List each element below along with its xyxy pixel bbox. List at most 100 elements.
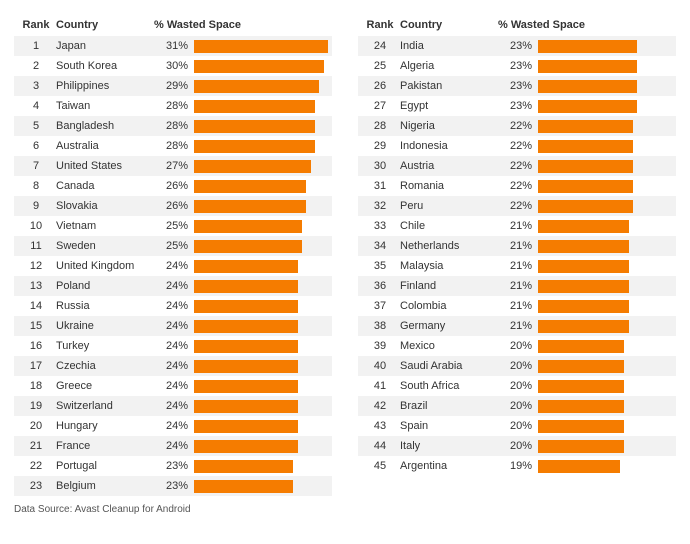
cell-bar	[194, 256, 328, 276]
bar	[538, 140, 633, 153]
table-row: 4Taiwan28%	[14, 96, 332, 116]
cell-rank: 1	[18, 40, 54, 52]
bar	[538, 320, 629, 333]
cell-rank: 37	[362, 300, 398, 312]
bar	[538, 160, 633, 173]
cell-country: Saudi Arabia	[398, 360, 498, 372]
tables-container: RankCountry% Wasted Space1Japan31%2South…	[14, 14, 676, 496]
cell-bar	[194, 56, 328, 76]
cell-country: Ukraine	[54, 320, 154, 332]
cell-rank: 17	[18, 360, 54, 372]
cell-pct: 21%	[498, 300, 538, 312]
cell-pct: 20%	[498, 380, 538, 392]
cell-bar	[194, 436, 328, 456]
cell-bar	[194, 296, 328, 316]
cell-rank: 19	[18, 400, 54, 412]
cell-pct: 21%	[498, 260, 538, 272]
cell-pct: 22%	[498, 180, 538, 192]
cell-rank: 23	[18, 480, 54, 492]
bar	[538, 440, 624, 453]
table-row: 44Italy20%	[358, 436, 676, 456]
table-row: 3Philippines29%	[14, 76, 332, 96]
table-row: 28Nigeria22%	[358, 116, 676, 136]
table-row: 39Mexico20%	[358, 336, 676, 356]
bar	[194, 160, 311, 173]
table-row: 45Argentina19%	[358, 456, 676, 476]
cell-bar	[538, 236, 672, 256]
cell-country: India	[398, 40, 498, 52]
table-row: 17Czechia24%	[14, 356, 332, 376]
cell-country: Russia	[54, 300, 154, 312]
bar	[538, 300, 629, 313]
cell-pct: 23%	[498, 40, 538, 52]
cell-bar	[194, 216, 328, 236]
cell-rank: 16	[18, 340, 54, 352]
cell-bar	[194, 176, 328, 196]
cell-bar	[194, 316, 328, 336]
cell-pct: 24%	[154, 340, 194, 352]
table-row: 21France24%	[14, 436, 332, 456]
cell-bar	[538, 176, 672, 196]
bar	[538, 260, 629, 273]
cell-bar	[538, 116, 672, 136]
cell-country: United States	[54, 160, 154, 172]
bar	[194, 320, 298, 333]
cell-country: Czechia	[54, 360, 154, 372]
bar	[194, 80, 319, 93]
cell-country: Argentina	[398, 460, 498, 472]
table-row: 35Malaysia21%	[358, 256, 676, 276]
cell-country: Peru	[398, 200, 498, 212]
cell-bar	[538, 356, 672, 376]
cell-bar	[538, 456, 672, 476]
cell-pct: 27%	[154, 160, 194, 172]
col-rank: Rank	[362, 19, 398, 31]
cell-pct: 28%	[154, 120, 194, 132]
cell-country: Brazil	[398, 400, 498, 412]
cell-bar	[194, 456, 328, 476]
cell-country: Poland	[54, 280, 154, 292]
cell-bar	[538, 336, 672, 356]
cell-pct: 30%	[154, 60, 194, 72]
table-row: 18Greece24%	[14, 376, 332, 396]
data-source: Data Source: Avast Cleanup for Android	[14, 504, 676, 515]
cell-pct: 26%	[154, 200, 194, 212]
bar	[538, 340, 624, 353]
table-row: 14Russia24%	[14, 296, 332, 316]
bar	[194, 180, 306, 193]
cell-country: Pakistan	[398, 80, 498, 92]
table-row: 5Bangladesh28%	[14, 116, 332, 136]
bar	[194, 200, 306, 213]
cell-pct: 23%	[154, 460, 194, 472]
table-row: 20Hungary24%	[14, 416, 332, 436]
cell-bar	[538, 216, 672, 236]
cell-pct: 25%	[154, 240, 194, 252]
cell-pct: 23%	[498, 80, 538, 92]
cell-rank: 30	[362, 160, 398, 172]
cell-country: Mexico	[398, 340, 498, 352]
table-row: 42Brazil20%	[358, 396, 676, 416]
cell-rank: 8	[18, 180, 54, 192]
table-row: 22Portugal23%	[14, 456, 332, 476]
cell-bar	[194, 36, 328, 56]
cell-country: Nigeria	[398, 120, 498, 132]
cell-bar	[194, 156, 328, 176]
table-row: 13Poland24%	[14, 276, 332, 296]
cell-country: Indonesia	[398, 140, 498, 152]
cell-bar	[538, 376, 672, 396]
cell-bar	[194, 356, 328, 376]
cell-pct: 23%	[154, 480, 194, 492]
cell-country: Greece	[54, 380, 154, 392]
cell-rank: 11	[18, 240, 54, 252]
cell-bar	[194, 416, 328, 436]
cell-country: Philippines	[54, 80, 154, 92]
table-row: 10Vietnam25%	[14, 216, 332, 236]
col-country: Country	[54, 19, 154, 31]
cell-bar	[194, 96, 328, 116]
cell-pct: 20%	[498, 360, 538, 372]
bar	[194, 120, 315, 133]
cell-pct: 22%	[498, 160, 538, 172]
cell-pct: 24%	[154, 280, 194, 292]
cell-bar	[194, 136, 328, 156]
cell-bar	[538, 156, 672, 176]
bar	[194, 260, 298, 273]
